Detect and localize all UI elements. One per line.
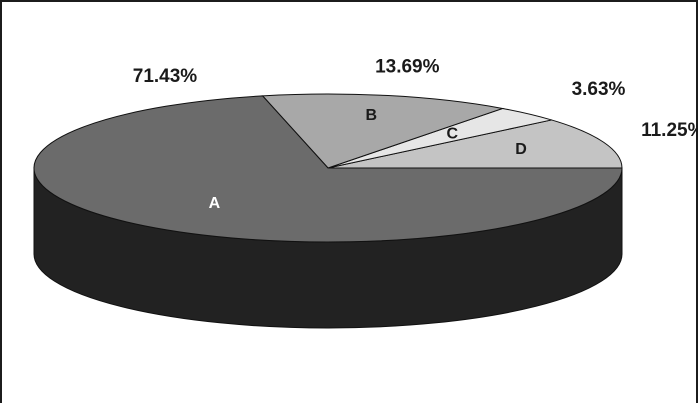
value-label-a: 71.43% (133, 66, 198, 87)
value-label-b: 13.69% (375, 56, 440, 77)
pie-slice-b (261, 93, 505, 169)
slice-label-b: B (365, 107, 377, 124)
pie-slice-d (327, 119, 623, 169)
slice-label-a: A (209, 195, 221, 212)
value-label-d: 11.25% (641, 120, 698, 141)
pie-top (33, 93, 623, 243)
value-label-c: 3.63% (572, 79, 626, 100)
slice-label-c: C (446, 125, 458, 142)
pie-labels: D 11.25% C 3.63% B 13.69% A 71.43% (133, 56, 698, 211)
pie-slice-a (33, 95, 623, 243)
slice-label-d: D (515, 141, 527, 158)
